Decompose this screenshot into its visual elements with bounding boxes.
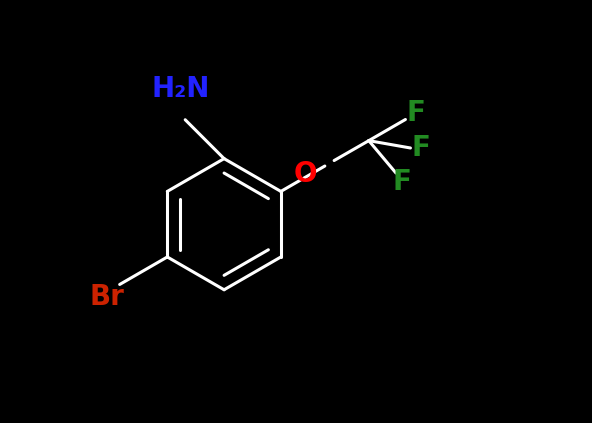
Text: F: F [407, 99, 426, 127]
Text: Br: Br [89, 283, 124, 311]
Text: H₂N: H₂N [152, 75, 210, 103]
Text: F: F [411, 134, 430, 162]
Text: O: O [293, 160, 317, 189]
Text: F: F [393, 168, 412, 195]
